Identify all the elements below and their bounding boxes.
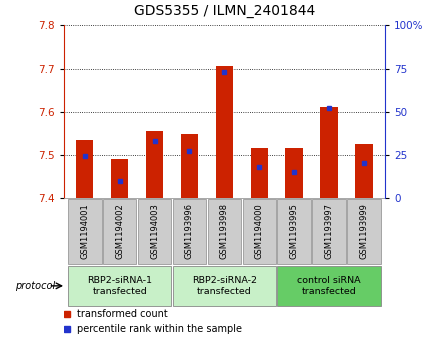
Bar (111, 159, 128, 198)
Bar (146, 131, 163, 198)
Text: GSM1193997: GSM1193997 (325, 203, 334, 260)
Text: GSM1194002: GSM1194002 (115, 204, 124, 259)
Text: transformed count: transformed count (77, 309, 167, 319)
Text: RBP2-siRNA-1
transfected: RBP2-siRNA-1 transfected (87, 276, 152, 295)
Bar (347, 199, 381, 264)
Text: GSM1193999: GSM1193999 (359, 204, 369, 259)
Bar (68, 266, 171, 306)
Text: percentile rank within the sample: percentile rank within the sample (77, 323, 242, 334)
Bar (251, 148, 268, 198)
Bar (103, 199, 136, 264)
Bar (76, 140, 93, 198)
Bar (173, 199, 206, 264)
Bar (278, 266, 381, 306)
Bar (312, 199, 346, 264)
Text: control siRNA
transfected: control siRNA transfected (297, 276, 361, 295)
Text: protocol: protocol (15, 281, 55, 291)
Bar (320, 107, 338, 198)
Bar (181, 134, 198, 198)
Bar (286, 148, 303, 198)
Text: GSM1194000: GSM1194000 (255, 204, 264, 259)
Text: RBP2-siRNA-2
transfected: RBP2-siRNA-2 transfected (192, 276, 257, 295)
Bar (356, 144, 373, 198)
Text: GSM1194001: GSM1194001 (80, 204, 89, 259)
Text: GSM1193995: GSM1193995 (290, 204, 299, 259)
Bar (278, 199, 311, 264)
Bar (216, 66, 233, 198)
Text: GSM1193996: GSM1193996 (185, 203, 194, 260)
Bar (242, 199, 276, 264)
Bar (208, 199, 241, 264)
Bar (68, 199, 102, 264)
Text: GDS5355 / ILMN_2401844: GDS5355 / ILMN_2401844 (134, 4, 315, 18)
Bar (138, 199, 171, 264)
Text: GSM1193998: GSM1193998 (220, 203, 229, 260)
Text: GSM1194003: GSM1194003 (150, 204, 159, 259)
Bar (173, 266, 276, 306)
